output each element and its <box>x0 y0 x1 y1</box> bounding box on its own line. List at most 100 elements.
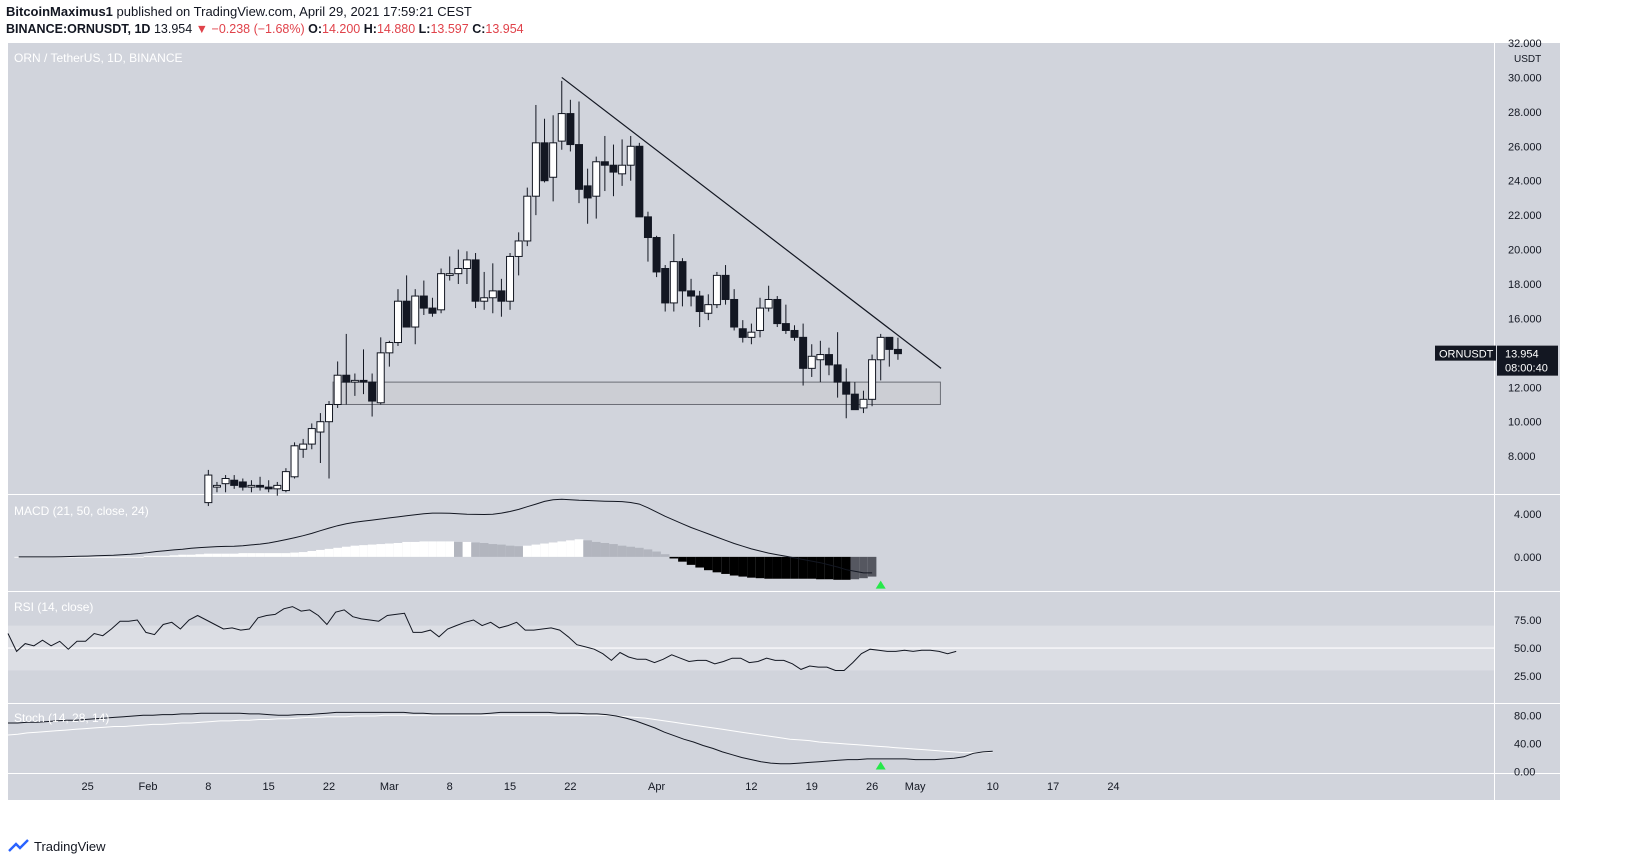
candle-body <box>859 398 868 409</box>
macd-histogram-bar <box>540 543 549 557</box>
macd-signal-marker <box>875 580 886 589</box>
candle-body <box>454 268 463 275</box>
candle-body <box>678 261 687 292</box>
macd-histogram-bar <box>626 546 636 557</box>
price-tick-label: 28.000 <box>1508 107 1542 119</box>
macd-histogram-bar <box>850 556 860 580</box>
macd-histogram-bar <box>385 543 394 557</box>
macd-histogram-bar <box>859 556 868 579</box>
macd-histogram-bar <box>324 548 334 557</box>
symbol-tag: ORNUSDT <box>1439 349 1494 361</box>
macd-histogram-bar <box>798 556 808 579</box>
macd-histogram-bar <box>83 556 92 558</box>
publisher-name[interactable]: BitcoinMaximus1 <box>6 4 113 19</box>
rsi-tick-label: 75.00 <box>1514 615 1542 627</box>
symbol-ohlc-line: BINANCE:ORNUSDT, 1D 13.954 ▼ −0.238 (−1.… <box>6 22 524 36</box>
macd-histogram-bar <box>738 556 748 577</box>
time-tick-label: 8 <box>205 781 211 793</box>
candle-body <box>790 329 799 338</box>
candle-body <box>764 298 773 309</box>
macd-histogram-bar <box>402 541 411 557</box>
macd-histogram-bar <box>290 552 299 557</box>
candle-body <box>488 290 497 299</box>
candle-body <box>833 364 842 383</box>
candle-body <box>342 374 351 383</box>
macd-histogram-bar <box>436 541 446 557</box>
macd-histogram-bar <box>316 549 325 557</box>
stoch-d-line <box>7 714 993 754</box>
candle-body <box>325 403 334 423</box>
macd-histogram-bar <box>350 545 360 557</box>
tradingview-footer[interactable]: TradingView <box>8 838 106 854</box>
price-tick-label: 24.000 <box>1508 176 1542 188</box>
price-tick-label: 20.000 <box>1508 245 1542 257</box>
macd-histogram-bar <box>747 556 756 578</box>
price-axis-background <box>1494 43 1560 800</box>
candle-body <box>462 259 471 269</box>
candle-body <box>471 259 480 302</box>
price-tick-label: 26.000 <box>1508 141 1542 153</box>
rsi-tick-label: 50.00 <box>1514 643 1542 655</box>
candle-body <box>781 323 790 331</box>
time-tick-label: 22 <box>323 781 335 793</box>
publish-header: BitcoinMaximus1 published on TradingView… <box>6 4 472 19</box>
macd-histogram-bar <box>635 547 644 557</box>
macd-histogram-bar <box>712 556 722 573</box>
time-tick-label: 8 <box>447 781 453 793</box>
macd-histogram-bar <box>686 556 696 565</box>
price-tick-label: 10.000 <box>1508 417 1542 429</box>
candle-body <box>299 443 308 450</box>
macd-histogram-bar <box>548 542 558 557</box>
candle-body <box>609 164 618 173</box>
time-tick-label: May <box>905 781 926 793</box>
candle-body <box>506 255 515 302</box>
candle-body <box>264 486 273 490</box>
price-tick-label: 32.000 <box>1508 38 1542 50</box>
candle-body <box>799 336 808 369</box>
candle-body <box>669 261 678 304</box>
price-tick-label: 18.000 <box>1508 279 1542 291</box>
candle-body <box>307 428 316 445</box>
time-axis-background <box>8 774 1494 800</box>
support-zone <box>332 381 941 405</box>
macd-tick-label: 0.000 <box>1514 552 1542 564</box>
candle-body <box>497 290 506 302</box>
macd-histogram-bar <box>221 553 230 557</box>
macd-histogram-bar <box>109 556 118 558</box>
candle-body <box>738 328 747 338</box>
candle-body <box>807 355 816 369</box>
macd-histogram-bar <box>583 540 592 557</box>
macd-histogram-bar <box>66 556 75 558</box>
macd-histogram-bar <box>479 543 489 557</box>
macd-histogram-bar <box>591 541 601 557</box>
macd-histogram-bar <box>281 553 291 557</box>
candle-body <box>730 298 739 328</box>
time-tick-label: 15 <box>263 781 275 793</box>
time-tick-label: 19 <box>806 781 818 793</box>
price-tick-label: 16.000 <box>1508 313 1542 325</box>
candle-body <box>238 481 247 488</box>
candle-body <box>480 297 489 302</box>
macd-histogram-bar <box>367 544 377 557</box>
macd-histogram-bar <box>505 545 515 557</box>
macd-tick-label: 4.000 <box>1514 509 1542 521</box>
pane-background-0 <box>8 43 1494 494</box>
price-tick-label: 22.000 <box>1508 210 1542 222</box>
macd-histogram-bar <box>428 541 437 557</box>
macd-histogram-bar <box>160 555 170 557</box>
candle-body <box>850 393 859 411</box>
candle-body <box>747 331 756 338</box>
macd-histogram-bar <box>609 544 618 557</box>
macd-histogram-bar <box>247 553 256 557</box>
candle-body <box>316 421 325 433</box>
candle-body <box>256 484 265 488</box>
stoch-signal-marker <box>875 761 886 770</box>
macd-histogram-bar <box>419 541 429 557</box>
macd-histogram-bar <box>514 546 523 557</box>
time-tick-label: Apr <box>648 781 665 793</box>
macd-histogram-bar <box>764 556 773 579</box>
macd-histogram-bar <box>307 551 317 557</box>
high-value: 14.880 <box>376 22 416 36</box>
macd-histogram-bar <box>729 556 739 576</box>
